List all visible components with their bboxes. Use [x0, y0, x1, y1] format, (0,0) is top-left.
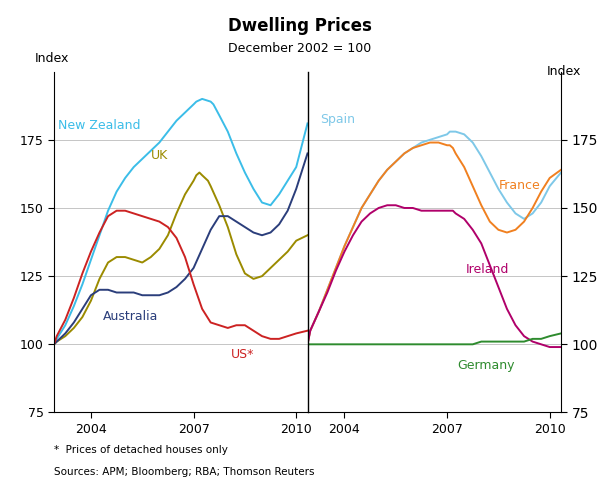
Text: UK: UK — [151, 149, 168, 162]
Text: US*: US* — [231, 348, 254, 361]
Text: Australia: Australia — [103, 310, 158, 323]
Text: New Zealand: New Zealand — [58, 119, 141, 132]
Text: Ireland: Ireland — [466, 263, 509, 277]
Text: *  Prices of detached houses only: * Prices of detached houses only — [54, 445, 228, 454]
Text: Sources: APM; Bloomberg; RBA; Thomson Reuters: Sources: APM; Bloomberg; RBA; Thomson Re… — [54, 467, 314, 477]
Y-axis label: Index: Index — [34, 52, 68, 65]
Text: December 2002 = 100: December 2002 = 100 — [229, 42, 371, 55]
Text: Spain: Spain — [320, 114, 355, 126]
Text: Dwelling Prices: Dwelling Prices — [228, 17, 372, 35]
Text: Germany: Germany — [457, 359, 515, 372]
Y-axis label: Index: Index — [547, 65, 581, 78]
Text: France: France — [499, 179, 540, 192]
